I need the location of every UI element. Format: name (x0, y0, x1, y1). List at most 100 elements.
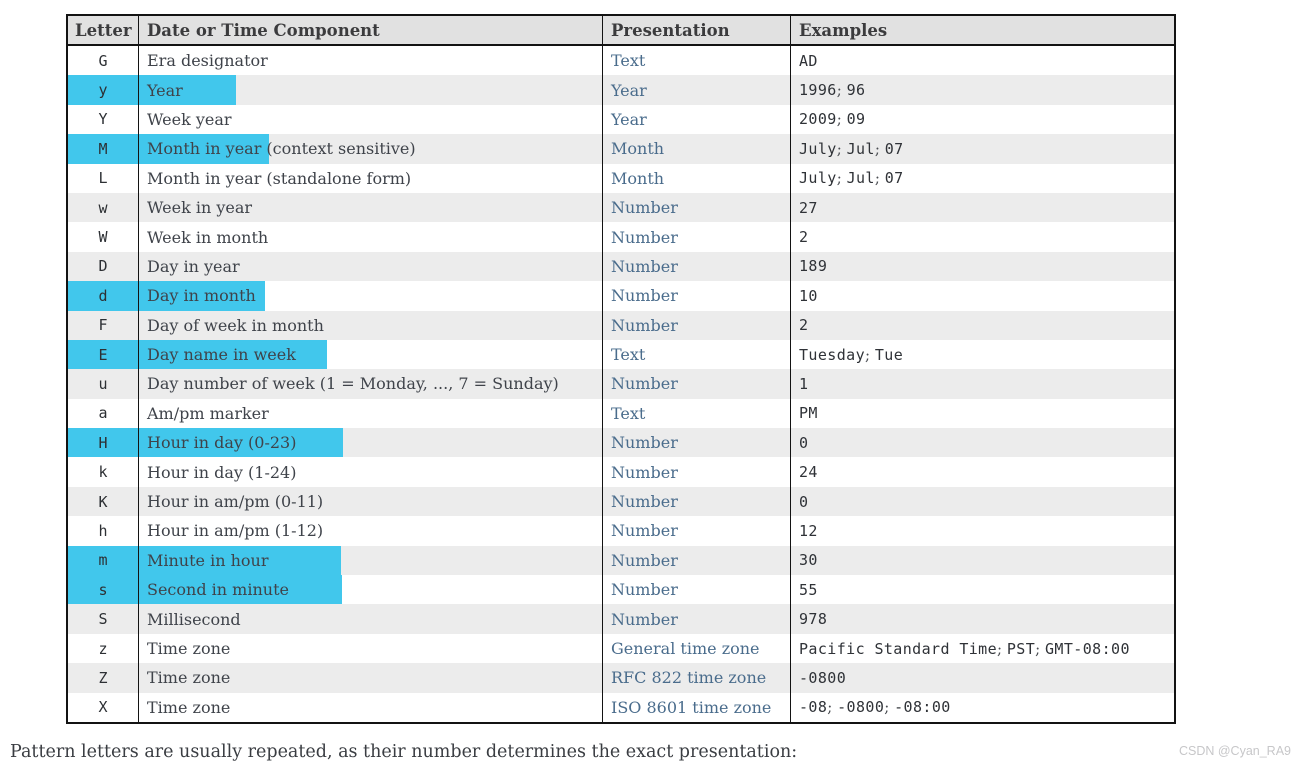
cell-presentation: Number (603, 486, 791, 517)
header-component: Date or Time Component (139, 16, 603, 44)
presentation-link[interactable]: Text (611, 51, 646, 71)
presentation-link[interactable]: ISO 8601 time zone (611, 697, 772, 717)
presentation-link[interactable]: Number (611, 256, 678, 276)
presentation-link[interactable]: Number (611, 227, 678, 247)
cell-letter: s (68, 575, 139, 605)
cell-presentation: Number (603, 281, 791, 311)
presentation-link[interactable]: Number (611, 433, 678, 453)
cell-presentation: General time zone (603, 633, 791, 664)
presentation-link[interactable]: Number (611, 315, 678, 335)
cell-component: Am/pm marker (139, 398, 603, 429)
component-label: Day number of week (1 = Monday, ..., 7 =… (147, 374, 559, 394)
component-label: Day in month (147, 286, 256, 306)
presentation-link[interactable]: Number (611, 609, 678, 629)
table-row: E Day name in week Text Tuesday; Tue (68, 339, 1174, 370)
example-value: -0800 (837, 698, 885, 717)
cell-examples: -0800 (791, 663, 1174, 692)
presentation-link[interactable]: Number (611, 521, 678, 541)
component-label: Hour in day (0-23) (147, 433, 297, 453)
table-row: L Month in year (standalone form) Month Jul… (68, 163, 1174, 193)
example-value: 30 (799, 551, 818, 570)
cell-examples: 27 (791, 193, 1174, 222)
cell-letter: H (68, 428, 139, 458)
cell-presentation: Number (603, 251, 791, 282)
cell-letter: h (68, 516, 139, 546)
cell-examples: 12 (791, 516, 1174, 545)
component-label: Time zone (147, 697, 231, 717)
presentation-link[interactable]: General time zone (611, 639, 760, 658)
component-label: Hour in am/pm (1-12) (147, 521, 324, 541)
cell-letter: z (68, 633, 139, 664)
component-label: Day in year (147, 256, 240, 276)
presentation-link[interactable]: Number (611, 374, 678, 394)
header-examples: Examples (799, 20, 888, 40)
table-row: S Millisecond Number 978 (68, 604, 1174, 634)
component-label: Week in month (147, 227, 269, 247)
example-separator: ; (836, 81, 847, 100)
cell-examples: 0 (791, 487, 1174, 516)
cell-component: Second in minute (139, 575, 603, 605)
example-value: 12 (799, 521, 818, 540)
presentation-link[interactable]: Number (611, 462, 678, 482)
presentation-link[interactable]: Month (611, 168, 665, 188)
cell-examples: 2 (791, 222, 1174, 251)
example-value: Tue (874, 345, 904, 364)
component-label: Year (147, 80, 183, 100)
example-value: July (799, 139, 837, 158)
cell-letter: S (68, 604, 139, 634)
presentation-link[interactable]: Text (611, 403, 646, 423)
example-separator: ; (836, 139, 847, 158)
table-row: k Hour in day (1-24) Number 24 (68, 457, 1174, 487)
example-value: 55 (799, 580, 818, 599)
component-label: Day of week in month (147, 315, 324, 335)
cell-component: Week year (139, 104, 603, 135)
presentation-link[interactable]: Number (611, 198, 678, 218)
presentation-link[interactable]: Number (611, 580, 678, 600)
cell-letter: F (68, 310, 139, 340)
presentation-link[interactable]: Year (611, 80, 647, 100)
table-row: h Hour in am/pm (1-12) Number 12 (68, 516, 1174, 546)
cell-presentation: Text (603, 398, 791, 429)
cell-letter: k (68, 457, 139, 487)
example-value: 10 (799, 286, 818, 305)
table-row: Y Week year Year 2009; 09 (68, 104, 1174, 135)
cell-examples: 2009; 09 (791, 105, 1174, 134)
cell-presentation: Number (603, 545, 791, 576)
component-label: Hour in day (1-24) (147, 462, 297, 482)
cell-presentation: Number (603, 310, 791, 340)
cell-component: Hour in am/pm (1-12) (139, 516, 603, 546)
cell-component: Hour in day (0-23) (139, 428, 603, 458)
component-label: Month in year (context sensitive) (147, 139, 416, 159)
cell-examples: Pacific Standard Time; PST; GMT-08:00 (791, 634, 1174, 663)
presentation-link[interactable]: Month (611, 139, 665, 159)
presentation-link[interactable]: Number (611, 286, 678, 306)
example-value: 0 (799, 492, 809, 511)
component-label: Week year (147, 109, 232, 129)
presentation-link[interactable]: RFC 822 time zone (611, 668, 767, 688)
presentation-link[interactable]: Year (611, 109, 647, 129)
component-label: Week in year (147, 198, 253, 218)
example-value: Pacific Standard Time (799, 639, 998, 658)
example-separator: ; (997, 639, 1007, 658)
presentation-link[interactable]: Number (611, 550, 678, 570)
cell-examples: 30 (791, 546, 1174, 575)
cell-letter: L (68, 163, 139, 193)
cell-examples: July; Jul; 07 (791, 134, 1174, 163)
presentation-link[interactable]: Number (611, 492, 678, 512)
cell-examples: 978 (791, 604, 1174, 633)
cell-letter: M (68, 134, 139, 164)
cell-presentation: Month (603, 134, 791, 164)
component-label: Time zone (147, 639, 231, 658)
cell-presentation: Number (603, 369, 791, 399)
cell-component: Day name in week (139, 339, 603, 370)
cell-presentation: Number (603, 575, 791, 605)
example-value: Jul (846, 169, 875, 188)
example-value: 96 (846, 81, 866, 100)
cell-component: Hour in am/pm (0-11) (139, 486, 603, 517)
cell-presentation: RFC 822 time zone (603, 663, 791, 693)
example-separator: ; (884, 698, 895, 717)
presentation-link[interactable]: Text (611, 345, 646, 365)
cell-component: Millisecond (139, 604, 603, 634)
header-letter: Letter (68, 16, 139, 44)
table-row: m Minute in hour Number 30 (68, 545, 1174, 576)
